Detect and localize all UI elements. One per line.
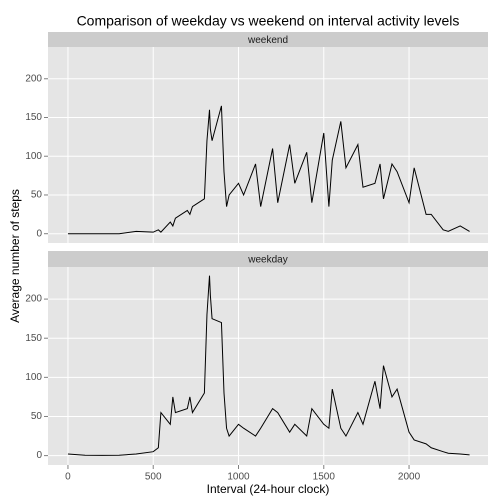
- strip-background: [48, 251, 488, 267]
- y-tick-label: 100: [25, 151, 42, 162]
- y-tick-label: 200: [25, 294, 42, 305]
- strip-background: [48, 32, 488, 47]
- strip-label: weekday: [247, 255, 287, 266]
- strip-label: weekend: [247, 35, 288, 46]
- x-tick-label: 500: [145, 472, 162, 483]
- y-tick-label: 0: [36, 228, 42, 239]
- chart-title: Comparison of weekday vs weekend on inte…: [77, 13, 460, 29]
- y-tick-label: 100: [25, 372, 42, 383]
- data-line: [67, 105, 470, 235]
- y-tick-label: 0: [36, 450, 42, 461]
- y-tick-label: 150: [25, 333, 42, 344]
- y-tick-label: 150: [25, 112, 42, 123]
- data-line: [67, 275, 470, 456]
- y-tick-label: 200: [25, 73, 42, 84]
- y-tick-label: 50: [31, 190, 43, 201]
- x-tick-label: 1500: [313, 472, 336, 483]
- x-tick-label: 0: [65, 472, 71, 483]
- panel-background: [48, 47, 488, 243]
- y-tick-label: 50: [31, 411, 43, 422]
- x-tick-label: 2000: [398, 472, 421, 483]
- panel-background: [48, 267, 488, 465]
- y-axis-label: Average number of steps: [8, 189, 22, 323]
- x-axis-label: Interval (24-hour clock): [207, 482, 330, 496]
- x-tick-label: 1000: [227, 472, 250, 483]
